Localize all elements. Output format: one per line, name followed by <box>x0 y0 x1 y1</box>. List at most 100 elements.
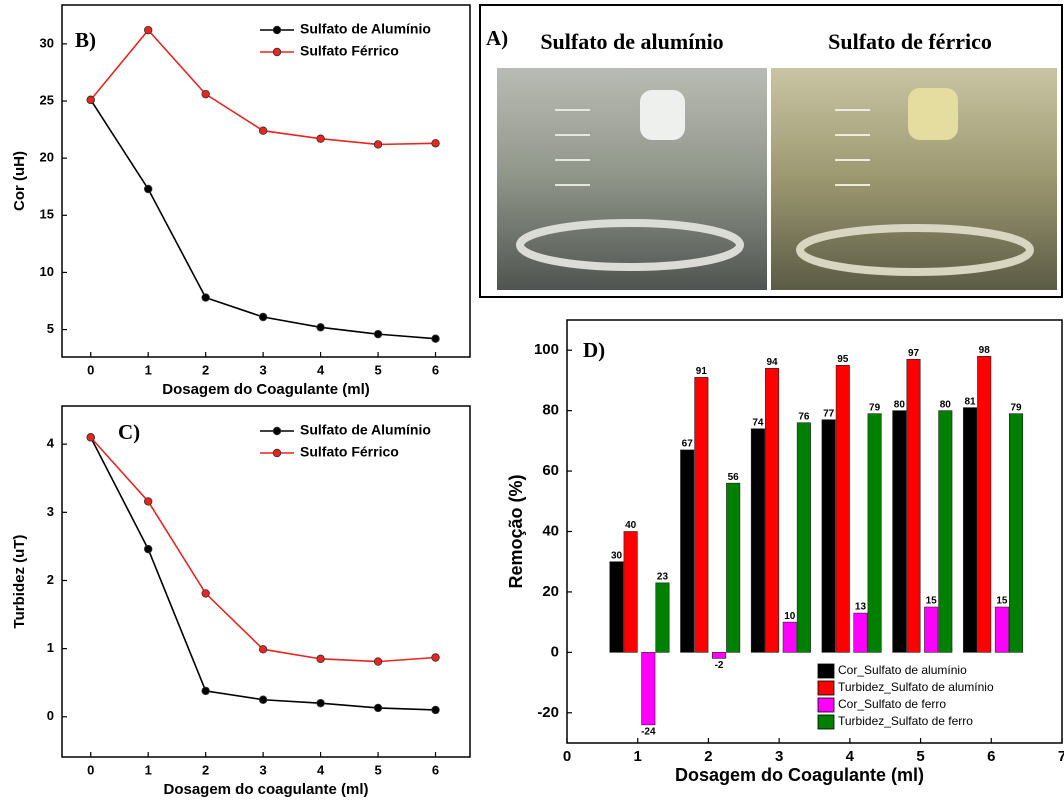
bar <box>977 356 990 652</box>
page: {"photo": {"label": "A)", "captions": ["… <box>0 0 1064 801</box>
data-point <box>202 294 210 302</box>
x-tick-label: 4 <box>317 762 325 777</box>
data-label: 80 <box>940 399 952 410</box>
x-tick-label: 6 <box>432 362 439 377</box>
x-tick-label: 3 <box>260 362 267 377</box>
y-tick-label: 5 <box>47 321 54 336</box>
x-tick-label: 1 <box>145 362 152 377</box>
legend-marker <box>273 449 281 457</box>
data-line <box>91 437 436 661</box>
bar <box>751 429 764 653</box>
data-label: 80 <box>894 399 906 410</box>
y-tick-label: 2 <box>47 572 54 587</box>
legend-label: Cor_Sulfato de alumínio <box>838 663 967 677</box>
data-point <box>317 655 325 663</box>
x-tick-label: 6 <box>987 748 995 765</box>
data-point <box>374 330 382 338</box>
panel-label: C) <box>118 420 140 444</box>
x-tick-label: 3 <box>775 748 783 765</box>
legend-label: Sulfato Férrico <box>300 444 399 460</box>
x-tick-label: 5 <box>916 748 924 765</box>
bar <box>610 562 623 653</box>
data-point <box>144 26 152 34</box>
data-point <box>259 696 267 704</box>
data-label: -24 <box>641 727 656 738</box>
y-tick-label: 3 <box>47 504 54 519</box>
y-tick-label: 20 <box>542 583 559 600</box>
data-point <box>259 313 267 321</box>
bar <box>642 652 655 725</box>
bar <box>868 414 881 653</box>
data-label: -2 <box>715 660 724 671</box>
data-label: 30 <box>611 550 623 561</box>
x-tick-label: 6 <box>432 762 439 777</box>
data-point <box>374 141 382 149</box>
legend-swatch <box>818 698 834 712</box>
bar <box>907 359 920 652</box>
photo-label: A) <box>486 26 508 50</box>
y-tick-label: 30 <box>40 35 54 50</box>
data-label: 74 <box>752 417 764 428</box>
data-label: 13 <box>855 602 867 613</box>
photo-caption: Sulfato de férrico <box>828 29 992 54</box>
data-point <box>202 590 210 598</box>
x-tick-label: 2 <box>202 362 209 377</box>
x-tick-label: 0 <box>87 362 94 377</box>
x-tick-label: 1 <box>145 762 152 777</box>
data-label: 79 <box>869 402 881 413</box>
data-label: 67 <box>682 439 694 450</box>
x-tick-label: 2 <box>202 762 209 777</box>
y-axis-title: Remoção (%) <box>506 474 526 588</box>
bar <box>712 652 725 658</box>
data-point <box>259 127 267 135</box>
legend-label: Sulfato de Alumínio <box>300 422 431 438</box>
y-tick-label: 60 <box>542 462 559 479</box>
data-label: 95 <box>837 354 849 365</box>
data-point <box>87 434 95 442</box>
plot-frame <box>62 406 470 757</box>
bar <box>963 408 976 653</box>
bar <box>695 377 708 652</box>
data-point <box>374 704 382 712</box>
bar <box>624 532 637 653</box>
data-point <box>432 654 440 662</box>
photo-caption: Sulfato de alumínio <box>540 29 723 54</box>
bar <box>765 368 778 652</box>
data-point <box>202 687 210 695</box>
data-point <box>374 658 382 666</box>
bar <box>797 423 810 653</box>
bar <box>726 483 739 652</box>
bar <box>783 622 796 652</box>
photo <box>771 68 1057 290</box>
y-tick-label: 25 <box>40 92 54 107</box>
data-label: 10 <box>784 611 796 622</box>
y-tick-label: 0 <box>47 708 54 723</box>
x-tick-label: 3 <box>260 762 267 777</box>
x-tick-label: 4 <box>846 748 855 765</box>
legend-swatch <box>818 664 834 678</box>
bar <box>939 411 952 653</box>
y-tick-label: 40 <box>542 522 559 539</box>
data-point <box>144 498 152 506</box>
x-tick-label: 5 <box>374 762 381 777</box>
data-point <box>317 699 325 707</box>
y-tick-label: 20 <box>40 150 54 165</box>
data-label: 94 <box>767 357 779 368</box>
data-label: 56 <box>728 472 740 483</box>
data-label: 81 <box>965 396 977 407</box>
legend-label: Turbidez_Sulfato de ferro <box>838 714 973 728</box>
bar <box>822 420 835 653</box>
data-label: 91 <box>696 366 708 377</box>
x-tick-label: 7 <box>1058 748 1064 765</box>
data-point <box>259 646 267 654</box>
photo <box>497 68 767 290</box>
bar <box>924 607 937 652</box>
data-point <box>432 706 440 714</box>
y-tick-label: 80 <box>542 402 559 419</box>
panel-label: B) <box>75 28 96 52</box>
photo-panel: A) Sulfato de alumínio Sulfato de férric… <box>480 5 1062 297</box>
figure: A) Sulfato de alumínio Sulfato de férric… <box>0 0 1064 801</box>
bar <box>680 450 693 652</box>
data-point <box>317 135 325 143</box>
legend-marker <box>273 427 281 435</box>
